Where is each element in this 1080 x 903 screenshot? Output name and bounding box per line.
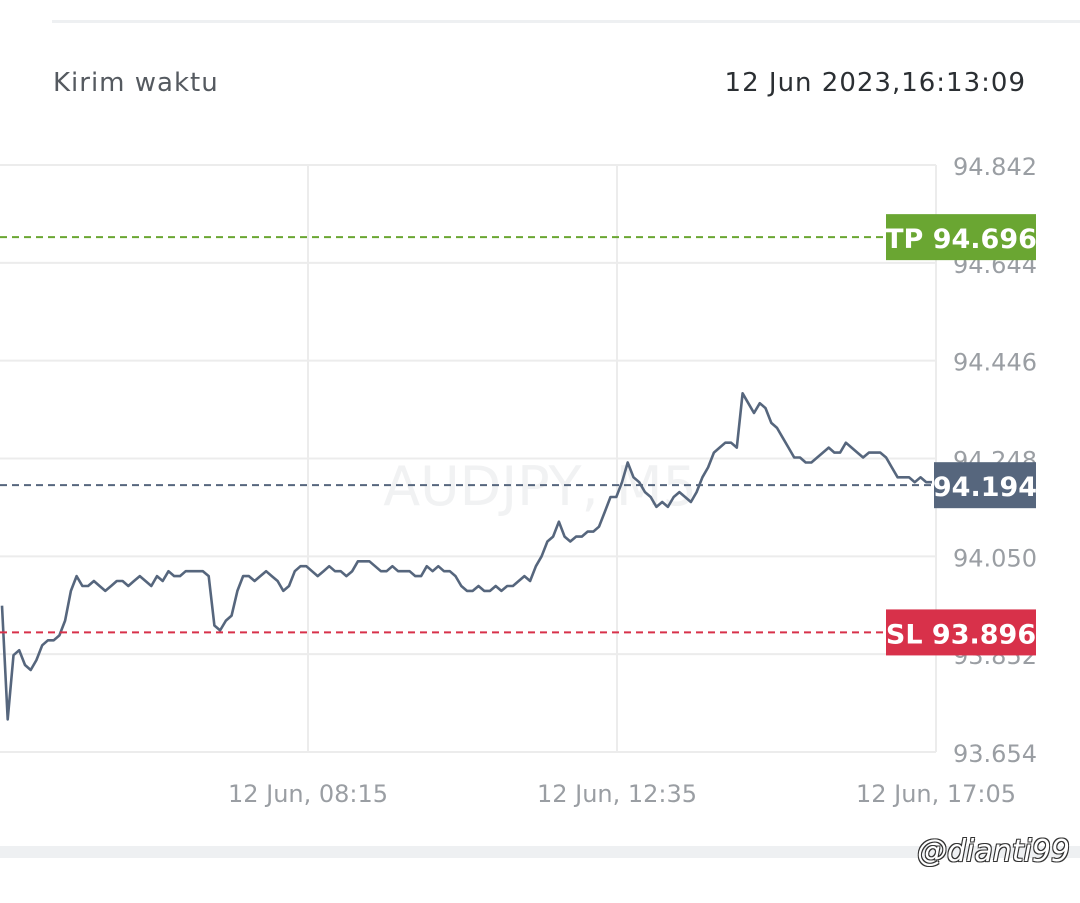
- credit-watermark: @dianti99: [916, 834, 1070, 869]
- x-tick-label: 12 Jun, 17:05: [856, 780, 1016, 808]
- y-tick-label: 94.446: [953, 349, 1037, 377]
- y-tick-label: 94.050: [953, 544, 1037, 572]
- send-time-row: Kirim waktu 12 Jun 2023,16:13:09: [0, 64, 1080, 108]
- current-price-label: 94.194: [933, 472, 1037, 503]
- top-divider: [52, 20, 1080, 23]
- price-chart: 94.84294.64494.44694.24894.05093.85293.6…: [0, 153, 1037, 808]
- x-tick-label: 12 Jun, 08:15: [228, 780, 388, 808]
- price-line: [0, 392, 932, 721]
- stop-loss-tag: [886, 609, 1036, 656]
- stop-loss-label: SL 93.896: [886, 619, 1036, 650]
- take-profit-label: TP 94.696: [885, 224, 1037, 255]
- take-profit-tag: [886, 214, 1036, 261]
- send-time-value: 12 Jun 2023,16:13:09: [724, 68, 1026, 98]
- x-tick-label: 12 Jun, 12:35: [537, 780, 697, 808]
- bottom-divider: [0, 846, 1080, 858]
- current-price-tag: [934, 462, 1036, 509]
- y-tick-label: 94.842: [953, 153, 1037, 181]
- y-tick-label: 93.654: [953, 740, 1037, 768]
- symbol-watermark: AUDJPY, M5: [383, 455, 697, 518]
- send-time-label: Kirim waktu: [53, 68, 219, 98]
